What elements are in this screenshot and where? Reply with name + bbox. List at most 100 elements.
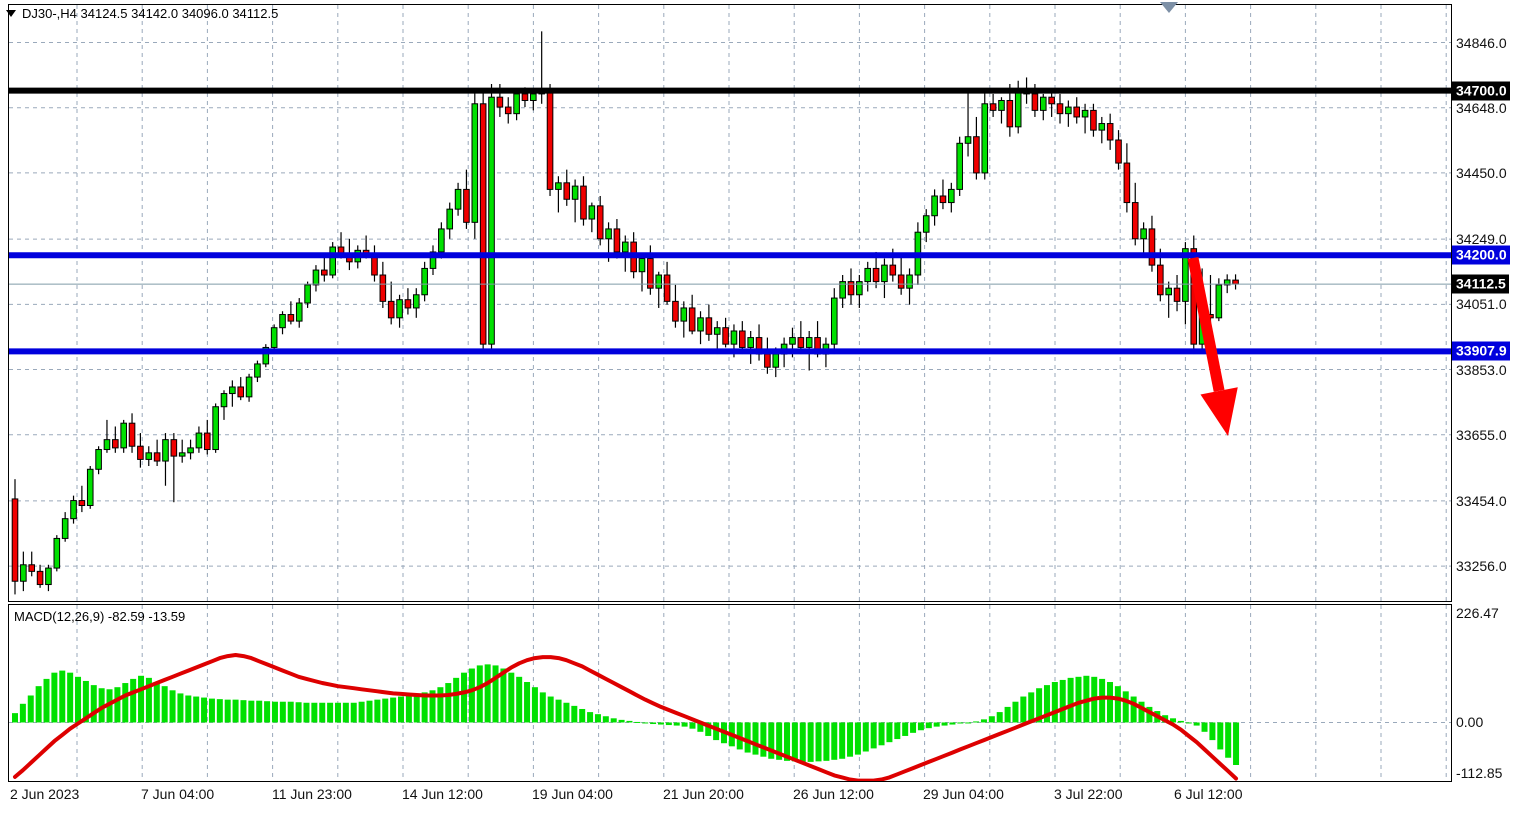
macd-histogram-bar bbox=[831, 722, 838, 760]
candle-body bbox=[145, 452, 153, 460]
price-axis-highlight-label: 34700.0 bbox=[1452, 81, 1510, 101]
macd-histogram-bar bbox=[713, 722, 720, 741]
macd-histogram-bar bbox=[122, 683, 129, 723]
macd-histogram-bar bbox=[264, 701, 271, 723]
candle-body bbox=[981, 103, 989, 174]
macd-histogram-bar bbox=[657, 722, 664, 725]
macd-histogram-bar bbox=[910, 722, 917, 733]
candle-body bbox=[429, 251, 437, 269]
macd-histogram-bar bbox=[854, 722, 861, 755]
candle-body bbox=[688, 307, 696, 332]
candle-body bbox=[1131, 202, 1139, 240]
macd-histogram-bar bbox=[626, 720, 633, 723]
macd-histogram-bar bbox=[996, 712, 1003, 723]
macd-histogram-bar bbox=[886, 722, 893, 743]
candle-body bbox=[479, 103, 487, 345]
macd-histogram-bar bbox=[82, 680, 89, 723]
macd-histogram-bar bbox=[917, 722, 924, 731]
macd-axis-tick-label: -112.85 bbox=[1456, 765, 1503, 781]
macd-histogram-bar bbox=[1177, 720, 1184, 723]
arrow-head bbox=[1200, 387, 1238, 436]
macd-histogram-bar bbox=[256, 700, 263, 723]
macd-histogram-bar bbox=[902, 722, 909, 736]
macd-axis[interactable]: 226.47 0.00 -112.85 bbox=[1452, 604, 1526, 782]
macd-histogram-bar bbox=[744, 722, 751, 753]
macd-histogram bbox=[12, 664, 1240, 765]
macd-histogram-bar bbox=[177, 693, 184, 723]
price-chart-panel[interactable] bbox=[8, 4, 1452, 602]
candle-body bbox=[245, 376, 253, 398]
macd-histogram-bar bbox=[398, 696, 405, 723]
candle-body bbox=[939, 195, 947, 204]
price-axis-tick-label: 33853.0 bbox=[1456, 361, 1507, 378]
macd-indicator-panel[interactable]: MACD(12,26,9) -82.59 -13.59 bbox=[8, 604, 1452, 782]
macd-histogram-bar bbox=[823, 722, 830, 761]
candle-body bbox=[713, 327, 721, 335]
candle-body bbox=[195, 432, 203, 449]
macd-histogram-bar bbox=[287, 701, 294, 723]
candle-body bbox=[11, 498, 19, 582]
macd-histogram-bar bbox=[650, 722, 657, 725]
candle-body bbox=[513, 93, 520, 115]
candle-body bbox=[454, 188, 462, 210]
macd-histogram-bar bbox=[847, 722, 854, 757]
price-axis[interactable]: 34846.0 34700.0 34648.0 34450.0 34249.0 34200… bbox=[1452, 4, 1526, 602]
candle-body bbox=[1090, 109, 1097, 131]
candle-body bbox=[312, 269, 320, 286]
candle-body bbox=[1014, 90, 1022, 128]
time-axis-tick-label: 6 Jul 12:00 bbox=[1174, 786, 1243, 802]
macd-histogram-bar bbox=[689, 722, 696, 729]
candle-body bbox=[1098, 123, 1106, 131]
candle-body bbox=[739, 330, 746, 348]
candle-body bbox=[747, 337, 754, 348]
macd-histogram-bar bbox=[1051, 682, 1058, 723]
candle-body bbox=[847, 281, 855, 296]
candle-body bbox=[387, 300, 395, 319]
macd-histogram-bar bbox=[516, 676, 523, 723]
macd-histogram-bar bbox=[1099, 678, 1106, 723]
candle-body bbox=[120, 422, 127, 449]
macd-histogram-bar bbox=[413, 693, 420, 723]
candle-body bbox=[722, 327, 729, 345]
candle-body bbox=[856, 281, 863, 296]
price-axis-tick-label: 34648.0 bbox=[1456, 99, 1507, 116]
candle-body bbox=[764, 353, 771, 368]
macd-histogram-bar bbox=[980, 719, 987, 723]
candle-body bbox=[596, 205, 604, 240]
macd-histogram-bar bbox=[571, 705, 578, 723]
candle-body bbox=[588, 205, 596, 220]
macd-histogram-bar bbox=[791, 722, 798, 762]
candle-body bbox=[956, 142, 963, 190]
macd-histogram-bar bbox=[350, 702, 357, 723]
candle-body bbox=[1115, 139, 1122, 164]
price-plot-area[interactable] bbox=[9, 5, 1451, 601]
candle-body bbox=[220, 393, 228, 408]
time-axis[interactable]: 2 Jun 2023 7 Jun 04:00 11 Jun 23:00 14 Jun … bbox=[8, 784, 1452, 810]
macd-histogram-bar bbox=[673, 722, 680, 726]
macd-histogram-bar bbox=[59, 670, 66, 723]
macd-histogram-bar bbox=[19, 703, 26, 723]
candle-body bbox=[1039, 96, 1047, 111]
candle-body bbox=[948, 188, 955, 204]
macd-histogram-bar bbox=[957, 722, 964, 724]
macd-histogram-bar bbox=[248, 700, 255, 723]
candle-body bbox=[797, 337, 805, 348]
candle-body bbox=[270, 327, 278, 348]
macd-histogram-bar bbox=[232, 699, 239, 723]
time-axis-tick-label: 7 Jun 04:00 bbox=[141, 786, 215, 802]
macd-histogram-bar bbox=[374, 699, 381, 723]
candle-body bbox=[1048, 96, 1055, 105]
macd-histogram-bar bbox=[358, 701, 365, 723]
macd-histogram-bar bbox=[185, 695, 192, 723]
macd-histogram-bar bbox=[965, 722, 972, 724]
macd-histogram-bar bbox=[862, 722, 869, 752]
candle-body bbox=[112, 439, 119, 449]
macd-histogram-bar bbox=[1067, 677, 1074, 723]
candle-body bbox=[471, 103, 479, 223]
macd-histogram-bar bbox=[807, 722, 814, 762]
macd-plot-area[interactable] bbox=[9, 605, 1451, 781]
candle-body bbox=[1165, 287, 1172, 296]
candle-body bbox=[1157, 264, 1164, 296]
macd-histogram-bar bbox=[524, 682, 531, 723]
macd-histogram-bar bbox=[468, 668, 475, 723]
